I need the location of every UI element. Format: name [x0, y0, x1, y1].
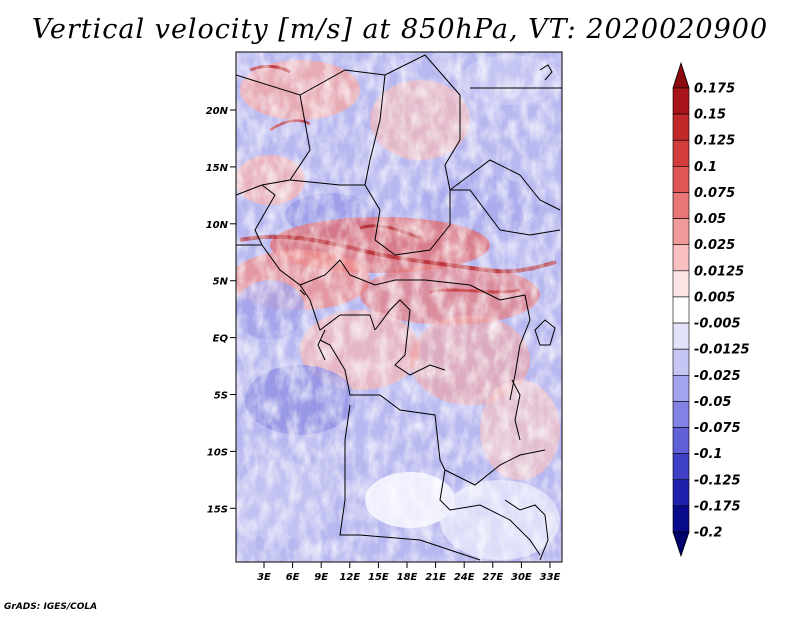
colorbar-labels: 0.175 0.15 0.125 0.1 0.075 0.05 0.025 0.0125 0.0…: [694, 82, 750, 541]
colorbar-swatch: [672, 244, 690, 272]
colorbar-swatch: [672, 505, 690, 533]
colorbar-label: 0.175: [694, 82, 735, 97]
lat-label: 15S: [207, 504, 228, 515]
lat-label: 20N: [206, 106, 229, 117]
colorbar-swatch: [672, 322, 690, 350]
lon-label: 9E: [314, 572, 328, 583]
colorbar-swatch: [672, 166, 690, 193]
lon-label: 6E: [286, 572, 300, 583]
colorbar-label: 0.005: [694, 290, 735, 305]
lat-label: 10S: [207, 447, 228, 458]
vertical-velocity-field: [236, 52, 562, 562]
colorbar-label: -0.125: [694, 473, 741, 488]
lon-label: 24E: [454, 572, 475, 583]
colorbar-label: -0.025: [694, 369, 741, 384]
colorbar-swatch: [672, 453, 690, 481]
colorbar-swatch: [672, 270, 690, 298]
colorbar-label: -0.05: [694, 395, 731, 410]
lon-label: 12E: [339, 572, 360, 583]
colorbar-swatch: [672, 192, 690, 219]
colorbar-label: -0.075: [694, 421, 741, 436]
colorbar-top-arrow: [672, 61, 690, 89]
latitude-axis: 20N 15N 10N 5N EQ 5S 10S 15S: [206, 106, 236, 515]
colorbar-swatch: [672, 87, 690, 115]
colorbar-label: -0.005: [694, 317, 741, 332]
colorbar-swatch: [672, 401, 690, 428]
country-borders: [236, 54, 562, 561]
lon-label: 27E: [482, 572, 503, 583]
colorbar-label: -0.1: [694, 447, 722, 462]
colorbar-swatch: [672, 374, 690, 402]
colorbar-swatch: [672, 139, 690, 167]
colorbar-swatch: [672, 479, 690, 507]
colorbar-swatch: [672, 427, 690, 454]
colorbar-label: 0.025: [694, 238, 735, 253]
colorbar-label: -0.0125: [694, 343, 750, 358]
colorbar-swatch: [672, 348, 690, 376]
colorbar-label: -0.175: [694, 499, 741, 514]
colorbar-label: 0.0125: [694, 264, 744, 279]
colorbar-label: 0.15: [694, 108, 726, 123]
lon-label: 15E: [368, 572, 389, 583]
lat-label: 15N: [206, 163, 229, 174]
colorbar-label: 0.125: [694, 134, 735, 149]
colorbar-swatch: [672, 296, 690, 324]
colorbar: [672, 61, 690, 558]
lon-label: 33E: [540, 572, 561, 583]
colorbar-label: 0.075: [694, 186, 735, 201]
colorbar-swatch: [672, 218, 690, 246]
lat-label: 5N: [213, 277, 229, 288]
map-title: Vertical velocity [m/s] at 850hPa, VT: 2…: [31, 14, 769, 45]
lon-label: 18E: [397, 572, 418, 583]
lon-label: 21E: [425, 572, 446, 583]
colorbar-label: 0.1: [694, 160, 717, 175]
longitude-axis: 3E 6E 9E 12E 15E 18E 21E 24E 27E 30E 33E: [257, 562, 561, 583]
colorbar-label: 0.05: [694, 212, 726, 227]
colorbar-bottom-arrow: [672, 531, 690, 558]
lat-label: 10N: [206, 220, 229, 231]
lat-label: 5S: [214, 391, 228, 402]
lat-label: EQ: [213, 334, 229, 345]
colorbar-swatch: [672, 113, 690, 141]
grads-credit: GrADS: IGES/COLA: [4, 602, 98, 612]
lon-label: 30E: [511, 572, 532, 583]
colorbar-label: -0.2: [694, 526, 722, 541]
lon-label: 3E: [257, 572, 271, 583]
map-frame: [235, 51, 563, 563]
